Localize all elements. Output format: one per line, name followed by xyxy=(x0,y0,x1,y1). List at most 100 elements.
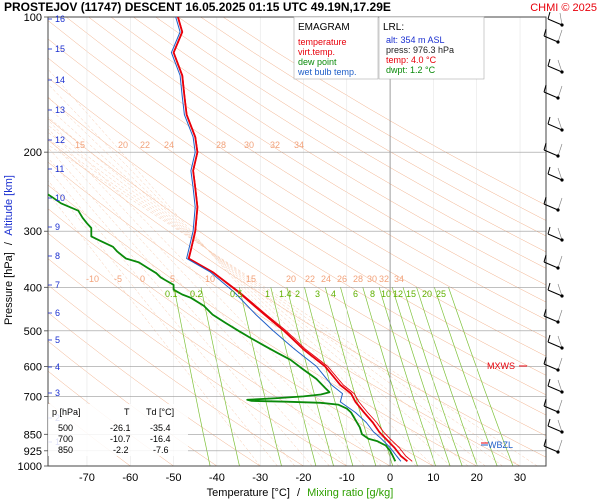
dry-adiabat xyxy=(65,17,546,320)
wind-barb-connector xyxy=(559,12,563,26)
mixing-ratio-label: 10 xyxy=(381,289,391,299)
wind-barb-connector xyxy=(557,379,563,393)
wind-barb-flag xyxy=(547,116,551,125)
wind-barb-staff xyxy=(547,425,563,433)
legend-box xyxy=(293,16,379,80)
legend-item-dew-point: dew point xyxy=(298,57,337,67)
pressure-tick-label: 850 xyxy=(24,429,42,441)
wind-barb-staff xyxy=(547,18,563,26)
isotherm-label-lower: -5 xyxy=(114,274,122,284)
mxws-marker: MXWS xyxy=(487,361,527,371)
dry-adiabat xyxy=(48,77,546,396)
wind-barb-connector xyxy=(557,227,563,241)
table-header-t: T xyxy=(124,407,130,417)
stats-table: p [hPa] T Td [°C] 500 -26.1 -35.4 700 -1… xyxy=(48,404,188,456)
ylabel-altitude: Altitude [km] xyxy=(3,175,15,236)
sounding-profiles xyxy=(48,17,413,462)
wind-barb-connector xyxy=(557,335,563,349)
mixing-ratio-line xyxy=(402,287,463,466)
isotherm-label-lower: 24 xyxy=(321,274,331,284)
wind-barb-connector xyxy=(557,59,563,73)
pressure-tick-label: 600 xyxy=(24,361,42,373)
moist-adiabat xyxy=(48,132,503,466)
table-row-850-p: 850 xyxy=(58,445,73,455)
legend-title: EMAGRAM xyxy=(298,22,350,33)
dry-adiabat xyxy=(48,401,131,466)
moist-adiabat xyxy=(48,124,486,466)
isotherm-label-lower: 5 xyxy=(170,274,175,284)
isotherm-label-lower: 30 xyxy=(367,274,377,284)
isotherm-label-lower: 10 xyxy=(205,274,215,284)
wind-barb-connector xyxy=(557,419,563,433)
wind-barb-staff xyxy=(543,363,559,371)
wind-barb-flag xyxy=(543,356,547,365)
isotherm-label-upper: 30 xyxy=(244,140,254,150)
y-axis-title: Pressure [hPa] / Altitude [km] xyxy=(3,175,15,325)
profile-dew-point xyxy=(48,193,397,462)
wind-barb-flag xyxy=(543,438,547,447)
lrl-box xyxy=(378,16,485,80)
mixing-ratio-line xyxy=(286,287,334,466)
background-grid xyxy=(48,17,546,466)
wbzl-marker: WBZL xyxy=(481,440,513,450)
mixing-ratio-label: 25 xyxy=(436,289,446,299)
dry-adiabat xyxy=(110,17,546,286)
wind-barb-staff xyxy=(547,289,563,297)
pressure-tick-label: 300 xyxy=(24,226,42,238)
wind-barb-flag xyxy=(543,84,547,93)
wind-barb-staff xyxy=(547,233,563,241)
wind-barb-staff xyxy=(543,91,559,99)
moist-adiabat xyxy=(48,128,365,466)
temperature-tick-label: -10 xyxy=(339,472,355,484)
isotherm-label-upper: 20 xyxy=(118,140,128,150)
wind-barb-connector xyxy=(557,283,563,297)
wind-barb-staff xyxy=(547,123,563,131)
isotherm-label-upper: 34 xyxy=(294,140,304,150)
altitude-km-label: 5 xyxy=(55,335,60,345)
mixing-ratio-label: 0.5 xyxy=(230,289,243,299)
wind-barb-connector xyxy=(557,399,563,413)
wind-barb-flag xyxy=(547,11,551,20)
altitude-km-label: 12 xyxy=(55,135,65,145)
legend-item-virt-temp: virt.temp. xyxy=(298,47,335,57)
altitude-km-label: 7 xyxy=(55,280,60,290)
wind-barb-connector xyxy=(557,117,563,131)
mixing-ratio-label: 2 xyxy=(295,289,300,299)
svg-text:Pressure [hPa] / A: Pressure [hPa] / Altitude [km] xyxy=(3,175,15,325)
table-row-700-td: -16.4 xyxy=(150,434,171,444)
lrl-info: LRL: alt: 354 m ASL press: 976.3 hPa tem… xyxy=(378,16,485,80)
wind-barb-staff xyxy=(543,203,559,211)
dry-adiabat xyxy=(48,38,546,357)
isotherm-label-upper: 22 xyxy=(140,140,150,150)
wind-barb-staff xyxy=(547,173,563,181)
mixing-ratio-label: 12 xyxy=(393,289,403,299)
altitude-km-label: 11 xyxy=(55,164,64,174)
wind-barb-flag xyxy=(543,28,547,37)
mixing-ratio-label: 4 xyxy=(331,289,336,299)
wind-barb-connector xyxy=(557,357,563,371)
altitude-km-label: 6 xyxy=(55,308,60,318)
pressure-tick-label: 400 xyxy=(24,282,42,294)
dry-adiabat xyxy=(133,17,546,269)
wind-barb-connector xyxy=(557,167,563,181)
altitude-km-label: 9 xyxy=(55,222,60,232)
altitude-km-label: 16 xyxy=(55,14,65,24)
wind-barb-connector xyxy=(557,85,563,99)
legend-item-wet-bulb: wet bulb temp. xyxy=(297,67,357,77)
temperature-tick-label: 0 xyxy=(387,472,393,484)
table-row-500-p: 500 xyxy=(58,423,73,433)
isotherm-label-upper: 28 xyxy=(216,140,226,150)
isotherm-label-lower: -10 xyxy=(86,274,99,284)
lrl-temperature: temp: 4.0 °C xyxy=(386,55,437,65)
altitude-km-label: 15 xyxy=(55,44,65,54)
plot-frame xyxy=(47,16,547,467)
wbzl-label: WBZL xyxy=(488,440,513,450)
legend: EMAGRAM temperature virt.temp. dew point… xyxy=(293,16,379,80)
xlabel-separator: / xyxy=(297,487,301,499)
wind-barb-connector xyxy=(557,439,563,453)
isotherm-label-lower: 22 xyxy=(305,274,315,284)
moist-adiabat xyxy=(48,119,382,466)
table-row-500-td: -35.4 xyxy=(150,423,171,433)
isotherm-label-lower: 32 xyxy=(379,274,389,284)
